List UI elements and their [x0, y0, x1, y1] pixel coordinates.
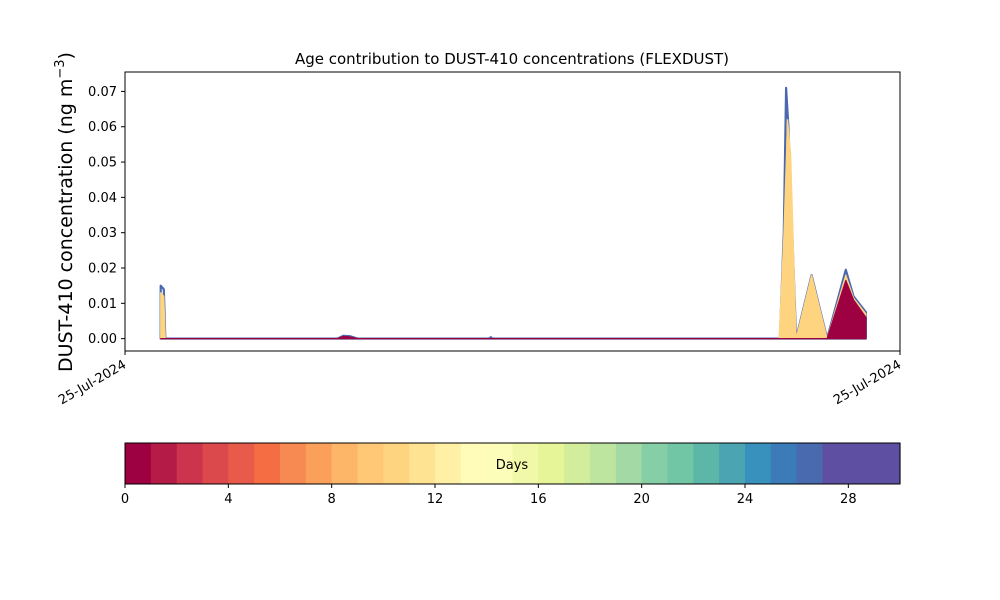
colorbar-segment [745, 443, 772, 484]
y-axis: 0.00 0.01 0.02 0.03 0.04 0.05 0.06 0.07 [88, 85, 125, 347]
y-axis-label-exponent: −3 [53, 59, 68, 78]
y-axis-label-close: ) [55, 52, 77, 59]
area-layer-age-0 [160, 279, 867, 340]
y-tick-label: 0.01 [88, 297, 117, 312]
colorbar-segment [409, 443, 436, 484]
colorbar-segment [331, 443, 359, 484]
colorbar-segment [641, 443, 669, 484]
x-tick-label: 25-Jul-2024 [831, 357, 904, 408]
colorbar-segment [693, 443, 720, 484]
colorbar-tick-label: 20 [633, 492, 650, 507]
y-tick-label: 0.07 [88, 85, 117, 100]
colorbar-tick-label: 24 [737, 492, 754, 507]
colorbar-segment [202, 443, 229, 484]
colorbar-segment [822, 443, 849, 484]
colorbar-segment [796, 443, 824, 484]
colorbar-tick-label: 12 [427, 492, 444, 507]
colorbar-tick-label: 4 [224, 492, 232, 507]
colorbar-segment [564, 443, 591, 484]
colorbar-segment [150, 443, 178, 484]
x-axis: 25-Jul-2024 25-Jul-2024 [56, 351, 904, 408]
colorbar-segment [305, 443, 333, 484]
colorbar: 0 4 8 12 16 20 24 28 [121, 442, 901, 507]
y-tick-label: 0.00 [88, 332, 117, 347]
colorbar-segment [719, 443, 746, 484]
colorbar-tick-label: 8 [328, 492, 336, 507]
colorbar-segment [435, 443, 462, 484]
y-tick-label: 0.03 [88, 226, 117, 241]
plot-area [159, 86, 867, 340]
colorbar-frame [124, 442, 901, 485]
y-tick-label: 0.02 [88, 262, 117, 277]
colorbar-segment [538, 443, 565, 484]
area-layer-age-12 [160, 119, 867, 340]
colorbar-tick-label: 16 [530, 492, 547, 507]
colorbar-segment [254, 443, 281, 484]
colorbar-tick-label: 28 [840, 492, 857, 507]
y-axis-label: DUST-410 concentration (ng m−3) [53, 52, 77, 372]
chart-title: Age contribution to DUST-410 concentrati… [295, 50, 729, 68]
y-tick-label: 0.04 [88, 191, 117, 206]
colorbar-segment [770, 443, 798, 484]
colorbar-segment [280, 443, 307, 484]
colorbar-segment [176, 443, 204, 484]
y-tick-label: 0.06 [88, 120, 117, 135]
colorbar-segment [125, 443, 152, 484]
colorbar-segment [460, 443, 488, 484]
colorbar-segment [590, 443, 617, 484]
colorbar-segment [228, 443, 255, 484]
colorbar-segment [486, 443, 514, 484]
colorbar-segment [874, 443, 901, 484]
area-layer-age-29 [159, 86, 867, 340]
colorbar-segment [667, 443, 694, 484]
colorbar-segment [512, 443, 539, 484]
colorbar-segment [848, 443, 875, 484]
plot-frame [124, 71, 901, 352]
colorbar-segment [615, 443, 643, 484]
colorbar-segment [383, 443, 410, 484]
colorbar-label: Days [496, 458, 529, 473]
colorbar-tick-label: 0 [121, 492, 129, 507]
y-axis-label-text: DUST-410 concentration (ng m [55, 79, 77, 372]
y-tick-label: 0.05 [88, 156, 117, 171]
colorbar-segment [357, 443, 384, 484]
